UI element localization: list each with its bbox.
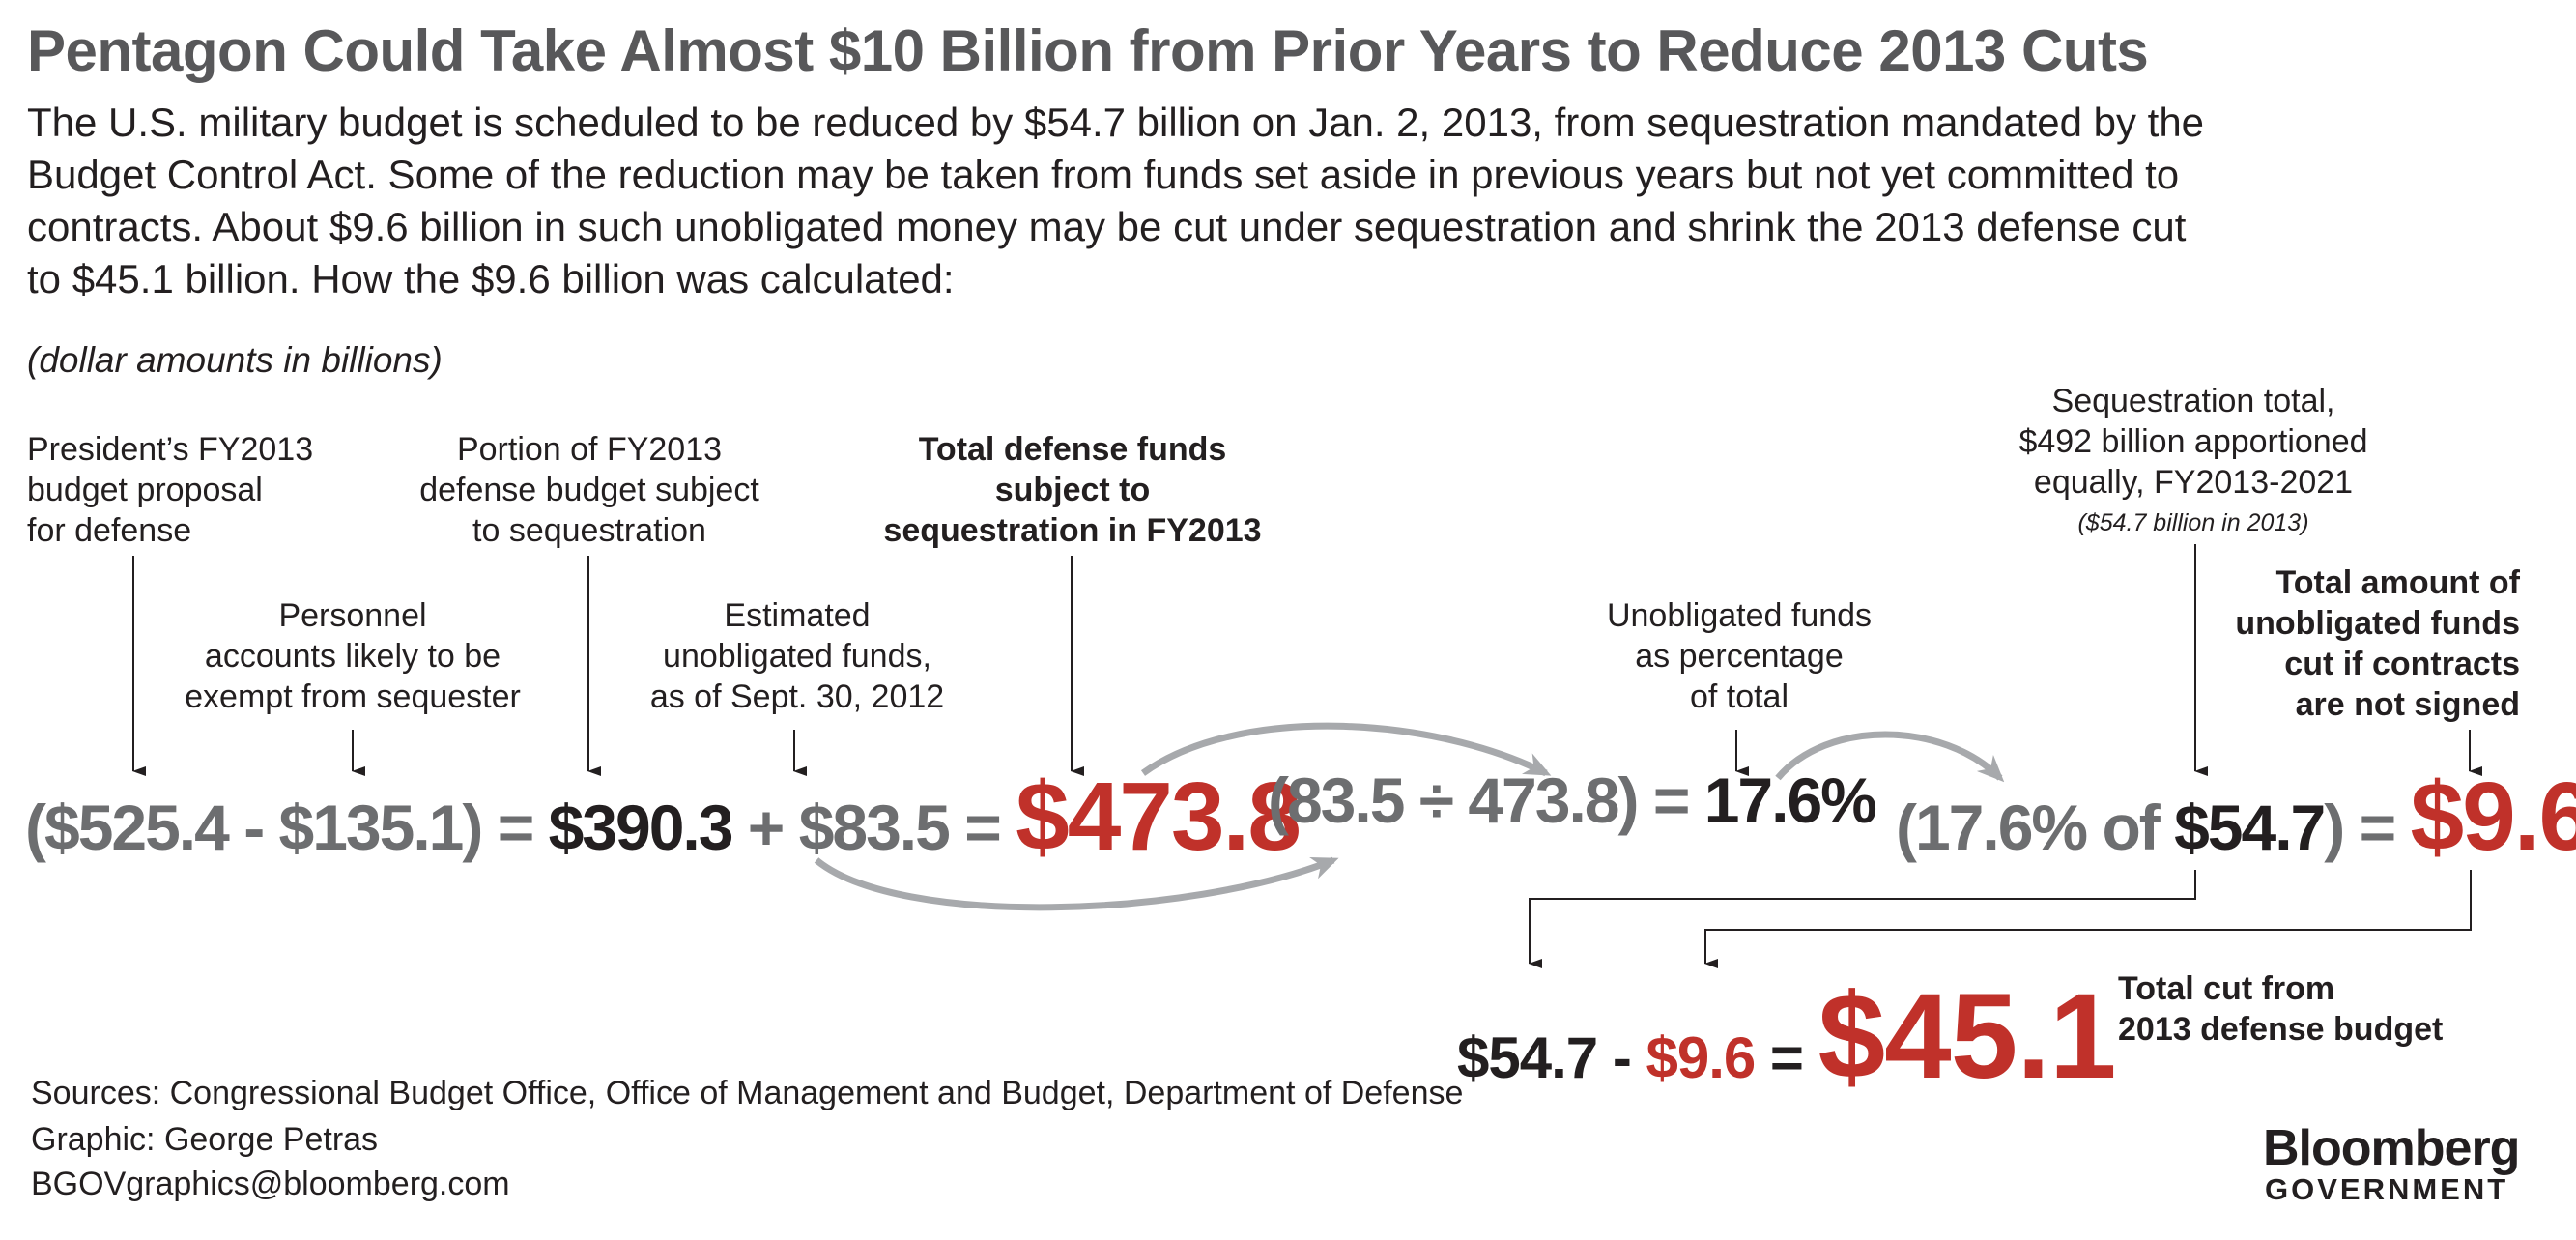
operator-equals: = — [1637, 764, 1704, 836]
operator-equals: = — [2343, 792, 2411, 863]
label-line: subject to — [994, 472, 1151, 508]
intro-paragraph: The U.S. military budget is scheduled to… — [27, 97, 2568, 305]
value-unobligated-cut: $9.6 — [1646, 1025, 1756, 1090]
bloomberg-logo: Bloomberg — [2263, 1120, 2520, 1176]
equation-total-cut: $54.7 - $9.6 = $45.1 — [1457, 976, 2116, 1097]
expression-division: (83.5 ÷ 473.8) — [1268, 764, 1639, 836]
label-line: as percentage — [1635, 638, 1844, 675]
elbow-connector — [1704, 870, 2472, 968]
value-unobligated-pct: 17.6% — [1703, 764, 1877, 836]
value-budget-proposal: $525.4 — [43, 792, 230, 863]
paren-close: ) — [2324, 792, 2345, 863]
label-estimated-unobligated: Estimated unobligated funds, as of Sept.… — [618, 595, 976, 717]
label-personnel-exempt: Personnel accounts likely to be exempt f… — [184, 595, 522, 717]
value-total-defense-funds: $473.8 — [1016, 763, 1302, 871]
elbow-connector — [1529, 870, 2196, 968]
paren-close: ) — [462, 792, 483, 863]
page-title: Pentagon Could Take Almost $10 Billion f… — [27, 18, 2149, 83]
value-estimated-unobligated: $83.5 — [798, 792, 951, 863]
label-unobligated-pct: Unobligated funds as percentage of total — [1565, 595, 1913, 717]
equation-percentage: (83.5 ÷ 473.8) = 17.6% — [1268, 768, 1877, 832]
label-portion-subject: Portion of FY2013 defense budget subject… — [386, 429, 792, 551]
operator-equals: = — [481, 792, 549, 863]
value-portion-subject: $390.3 — [548, 792, 734, 863]
value-sequestration-2013: $54.7 — [1457, 1025, 1598, 1090]
label-line: equally, FY2013-2021 — [2033, 464, 2354, 501]
intro-line: contracts. About $9.6 billion in such un… — [27, 204, 2187, 249]
contact-email[interactable]: BGOVgraphics@bloomberg.com — [31, 1166, 510, 1202]
label-line: exempt from sequester — [185, 678, 521, 715]
label-total-defense-funds: Total defense funds subject to sequestra… — [850, 429, 1295, 551]
label-line: Unobligated funds — [1606, 597, 1873, 634]
label-line: budget proposal — [27, 472, 263, 508]
equation-unobligated-cut: (17.6% of $54.7) = $9.6 — [1896, 768, 2576, 865]
curved-arrow — [1775, 731, 2005, 783]
label-line: are not signed — [2295, 686, 2520, 723]
label-line: Estimated — [724, 597, 871, 634]
equation-total-funds: ($525.4 - $135.1) = $390.3 + $83.5 = $47… — [25, 768, 1302, 865]
label-note: ($54.7 billion in 2013) — [2077, 509, 2309, 536]
operator-minus: - — [227, 792, 279, 863]
operator-plus: + — [731, 792, 799, 863]
value-personnel-exempt: $135.1 — [278, 792, 465, 863]
label-line: Total amount of — [2275, 564, 2520, 601]
label-line: to sequestration — [472, 512, 706, 549]
curved-arrow — [1140, 722, 1552, 777]
label-line: for defense — [27, 512, 192, 549]
sources-note: Sources: Congressional Budget Office, Of… — [31, 1075, 1464, 1111]
intro-line: to $45.1 billion. How the $9.6 billion w… — [27, 256, 955, 302]
label-presidents-budget: President’s FY2013 budget proposal for d… — [27, 429, 313, 551]
label-line: $492 billion apportioned — [2018, 423, 2368, 460]
operator-equals: = — [948, 792, 1016, 863]
value-sequestration-2013: $54.7 — [2174, 792, 2326, 863]
operator-equals: = — [1755, 1025, 1818, 1090]
label-line: Personnel — [278, 597, 427, 634]
label-line: Portion of FY2013 — [456, 431, 723, 468]
operator-minus: - — [1597, 1025, 1646, 1090]
label-line: accounts likely to be — [204, 638, 501, 675]
label-line: defense budget subject — [419, 472, 759, 508]
curved-arrow — [814, 856, 1339, 911]
label-line: unobligated funds, — [663, 638, 931, 675]
graphic-credit: Graphic: George Petras — [31, 1121, 379, 1158]
value-total-cut: $45.1 — [1818, 969, 2117, 1104]
intro-line: The U.S. military budget is scheduled to… — [27, 100, 2205, 145]
label-line: 2013 defense budget — [2118, 1011, 2444, 1048]
label-line: as of Sept. 30, 2012 — [649, 678, 945, 715]
label-line: unobligated funds — [2235, 605, 2520, 642]
intro-line: Budget Control Act. Some of the reductio… — [27, 152, 2180, 197]
label-line: Sequestration total, — [2051, 383, 2335, 419]
label-line: Total defense funds — [918, 431, 1227, 468]
units-note: (dollar amounts in billions) — [27, 340, 443, 380]
bloomberg-logo-sub: GOVERNMENT — [2265, 1172, 2509, 1206]
label-sequestration-total: Sequestration total, $492 billion apport… — [1971, 381, 2416, 543]
label-total-cut: Total cut from 2013 defense budget — [2118, 968, 2443, 1050]
label-line: sequestration in FY2013 — [883, 512, 1262, 549]
label-line: cut if contracts — [2284, 646, 2520, 682]
label-line: of total — [1689, 678, 1789, 715]
value-unobligated-cut: $9.6 — [2410, 763, 2576, 871]
label-line: Total cut from — [2118, 970, 2335, 1007]
label-line: President’s FY2013 — [27, 431, 314, 468]
expression-pct-of: (17.6% of — [1896, 792, 2175, 863]
label-total-unobligated-cut: Total amount of unobligated funds cut if… — [2126, 562, 2520, 725]
paren-open: ( — [25, 792, 46, 863]
